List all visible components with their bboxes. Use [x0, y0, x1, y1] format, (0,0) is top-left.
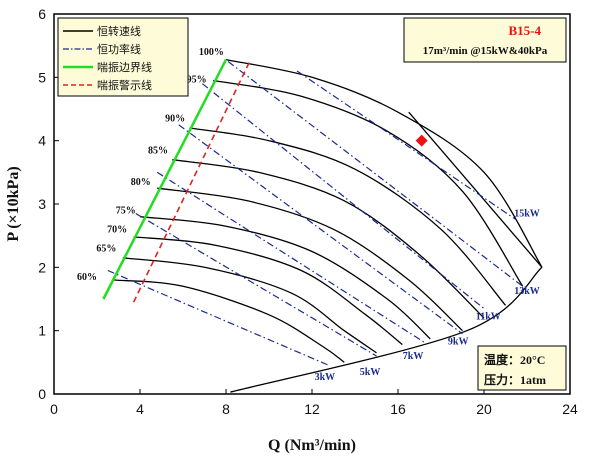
power-line-7kW [156, 171, 427, 344]
power-line-9kW [178, 124, 463, 335]
chart-curves [102, 58, 543, 393]
power-label: 11kW [476, 311, 501, 322]
legend: 恒转速线 恒功率线 喘振边界线 喘振警示线 [57, 17, 189, 97]
speed-line-75pct [139, 216, 431, 340]
speed-label: 100% [199, 47, 224, 58]
y-tick-label: 3 [38, 196, 46, 212]
speed-label: 70% [107, 225, 127, 236]
legend-label-warning: 喘振警示线 [97, 78, 152, 92]
condition-pressure: 压力：1atm [484, 372, 546, 387]
curve-labels: 100% 95% 90% 85% 80% 75% 70% 65% 60% 3kW 5kW 7kW 9kW… [77, 47, 540, 383]
y-tick-label: 2 [38, 259, 46, 275]
condition-temperature: 温度：20°C [484, 352, 545, 367]
model-name: B15-4 [509, 23, 542, 38]
power-label: 5kW [360, 367, 381, 378]
speed-line-90pct [189, 127, 506, 306]
model-rating: 17m³/min @15kW&40kPa [423, 45, 548, 57]
x-tick-label: 16 [390, 401, 406, 417]
x-tick-label: 20 [476, 401, 492, 417]
power-line-3kW [107, 269, 330, 367]
speed-line-80pct [157, 187, 463, 332]
power-line-15kW [296, 70, 517, 221]
model-info-background [403, 17, 567, 63]
legend-label-power: 恒功率线 [97, 42, 141, 56]
model-info-box: B15-4 17m³/min @15kW&40kPa [403, 17, 567, 63]
y-tick-label: 4 [38, 133, 46, 149]
operating-point [415, 134, 428, 147]
y-tick-label: 0 [38, 386, 46, 402]
speed-label: 90% [165, 114, 185, 125]
power-label: 7kW [403, 351, 424, 362]
power-line-13kW [227, 61, 524, 287]
speed-label: 65% [96, 244, 116, 255]
x-tick-label: 24 [562, 401, 578, 417]
max-flow-boundary [408, 111, 543, 268]
speed-label: 95% [187, 74, 207, 85]
x-tick-label: 4 [136, 401, 144, 417]
y-tick-label: 1 [38, 323, 46, 339]
condition-background [477, 345, 567, 391]
y-tick-label: 6 [38, 6, 46, 22]
speed-label: 75% [116, 206, 136, 217]
x-axis-title: Q (Nm³/min) [268, 437, 356, 454]
speed-label: 60% [77, 272, 97, 283]
speed-line-70pct [133, 236, 403, 346]
legend-label-surge: 喘振边界线 [97, 60, 152, 74]
power-line-5kW [135, 212, 377, 357]
power-label: 13kW [514, 286, 540, 297]
power-label: 3kW [315, 372, 336, 383]
power-line-11kW [202, 83, 485, 309]
speed-line-65pct [122, 257, 377, 354]
speed-line-95pct [212, 79, 524, 287]
condition-box: 温度：20°C 压力：1atm [477, 345, 567, 391]
x-tick-label: 12 [304, 401, 320, 417]
surge-warning-line [132, 61, 251, 303]
x-tick-label: 0 [50, 401, 58, 417]
x-tick-label: 8 [222, 401, 230, 417]
legend-label-speed: 恒转速线 [97, 24, 141, 38]
speed-line-60pct [114, 279, 345, 363]
y-axis-title: P (×10kPa) [5, 166, 22, 241]
surge-boundary-line [102, 59, 228, 300]
speed-label: 85% [148, 145, 168, 156]
min-flow-boundary [230, 266, 543, 393]
power-label: 15kW [514, 209, 540, 220]
speed-label: 80% [131, 177, 151, 188]
power-label: 9kW [448, 337, 469, 348]
speed-line-100pct [225, 58, 543, 268]
y-tick-label: 5 [38, 69, 46, 85]
